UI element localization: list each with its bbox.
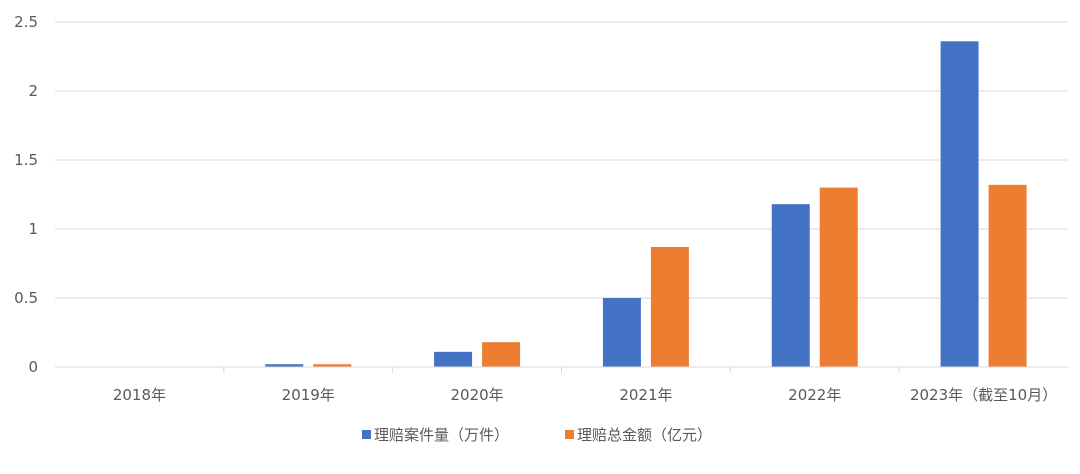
y-tick-label: 0 (28, 358, 38, 376)
legend-label-1: 理赔案件量（万件） (374, 426, 509, 444)
bar-series-1 (265, 364, 304, 367)
bar-series-2 (482, 342, 521, 367)
bar-series-1 (434, 351, 473, 367)
bar-series-2 (313, 364, 352, 367)
legend-label-2: 理赔总金额（亿元） (577, 426, 712, 444)
bar-series-1 (771, 204, 810, 367)
bar-series-1 (940, 41, 979, 367)
bar-series-2 (819, 187, 858, 367)
x-tick-label: 2020年 (450, 386, 503, 404)
y-tick-label: 2 (28, 82, 38, 100)
y-tick-label: 2.5 (14, 13, 38, 31)
y-axis-ticks: 0 0.5 1 1.5 2 2.5 (14, 13, 38, 376)
x-axis: 2018年 2019年 2020年 2021年 2022年 2023年（截至10月） (55, 366, 1068, 404)
y-tick-label: 1 (28, 220, 38, 238)
x-tick-label: 2021年 (619, 386, 672, 404)
legend-swatch-1 (362, 430, 371, 439)
legend-swatch-2 (565, 430, 574, 439)
x-tick-label: 2018年 (113, 386, 166, 404)
bar-series-2 (650, 246, 689, 367)
x-tick-label: 2022年 (788, 386, 841, 404)
legend: 理赔案件量（万件） 理赔总金额（亿元） (362, 426, 712, 444)
bar-series-2 (988, 184, 1027, 367)
x-tick-label: 2023年（截至10月） (910, 386, 1057, 404)
x-tick-label: 2019年 (282, 386, 335, 404)
y-tick-label: 1.5 (14, 151, 38, 169)
bars (265, 41, 1027, 367)
bar-series-1 (602, 298, 641, 367)
gridlines (55, 21, 1068, 299)
y-tick-label: 0.5 (14, 289, 38, 307)
